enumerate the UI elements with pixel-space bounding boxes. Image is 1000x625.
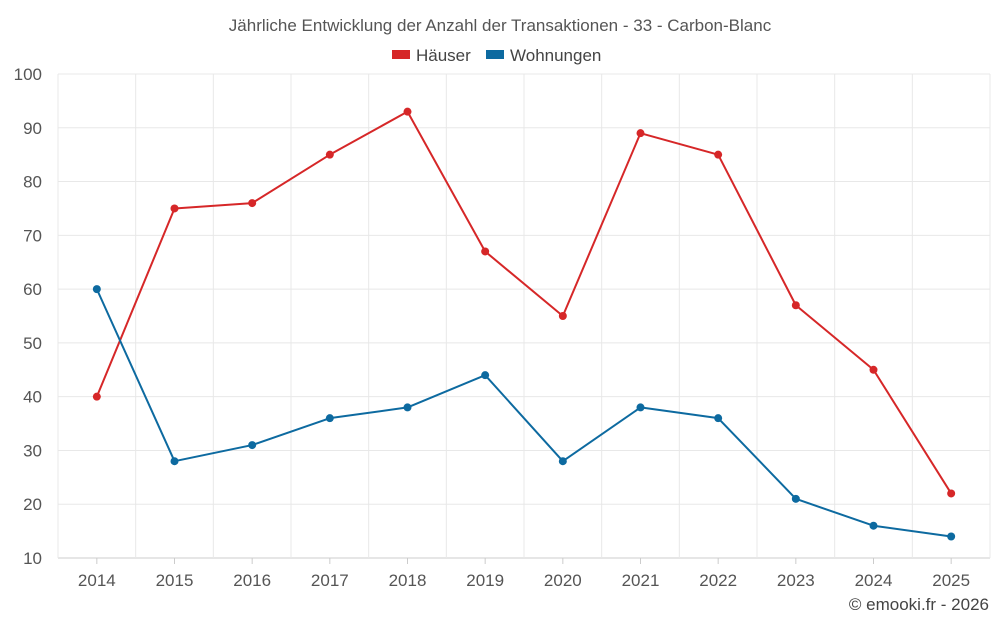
x-tick-label: 2025 — [932, 571, 970, 590]
data-point-hauser[interactable] — [248, 199, 257, 208]
y-tick-label: 10 — [23, 549, 42, 568]
data-point-hauser[interactable] — [92, 392, 101, 401]
credit-text[interactable]: © emooki.fr - 2026 — [849, 595, 989, 614]
x-tick-label: 2021 — [622, 571, 660, 590]
x-tick-label: 2022 — [699, 571, 737, 590]
data-point-hauser[interactable] — [403, 107, 412, 116]
y-tick-label: 90 — [23, 119, 42, 138]
data-point-wohnungen[interactable] — [170, 457, 179, 466]
y-tick-label: 50 — [23, 334, 42, 353]
x-tick-label: 2023 — [777, 571, 815, 590]
y-tick-label: 70 — [23, 226, 42, 245]
data-point-hauser[interactable] — [636, 129, 645, 138]
x-tick-label: 2015 — [156, 571, 194, 590]
x-tick-label: 2019 — [466, 571, 504, 590]
y-axis-ticks: 10 20 30 40 50 60 70 80 90 100 — [14, 65, 42, 568]
data-point-wohnungen[interactable] — [947, 532, 956, 541]
legend-swatch-hauser — [392, 50, 410, 59]
data-point-hauser[interactable] — [947, 489, 956, 498]
grid — [57, 73, 991, 559]
y-tick-label: 40 — [23, 388, 42, 407]
data-point-wohnungen[interactable] — [481, 371, 490, 380]
data-point-wohnungen[interactable] — [636, 403, 645, 412]
y-tick-label: 80 — [23, 173, 42, 192]
x-tick-label: 2014 — [78, 571, 116, 590]
chart-title: Jährliche Entwicklung der Anzahl der Tra… — [229, 16, 772, 35]
data-point-wohnungen[interactable] — [558, 457, 567, 466]
y-tick-label: 30 — [23, 441, 42, 460]
data-point-wohnungen[interactable] — [92, 285, 101, 294]
data-point-hauser[interactable] — [869, 365, 878, 374]
data-point-hauser[interactable] — [791, 301, 800, 310]
data-point-hauser[interactable] — [325, 150, 334, 159]
data-point-wohnungen[interactable] — [248, 441, 257, 450]
data-point-wohnungen[interactable] — [791, 494, 800, 503]
data-point-hauser[interactable] — [170, 204, 179, 213]
legend-label-hauser[interactable]: Häuser — [416, 46, 471, 65]
data-point-wohnungen[interactable] — [325, 414, 334, 423]
legend[interactable]: Häuser Wohnungen — [392, 46, 601, 65]
x-tick-label: 2020 — [544, 571, 582, 590]
y-tick-label: 20 — [23, 495, 42, 514]
series-points[interactable] — [92, 107, 956, 541]
data-point-wohnungen[interactable] — [403, 403, 412, 412]
series-lines — [95, 110, 953, 538]
x-tick-label: 2016 — [233, 571, 271, 590]
x-tick-label: 2017 — [311, 571, 349, 590]
data-point-hauser[interactable] — [481, 247, 490, 256]
data-point-hauser[interactable] — [714, 150, 723, 159]
data-point-wohnungen[interactable] — [714, 414, 723, 423]
y-tick-label: 100 — [14, 65, 42, 84]
series-line-hauser — [95, 110, 953, 494]
series-line-wohnungen — [95, 288, 952, 538]
legend-label-wohnungen[interactable]: Wohnungen — [510, 46, 601, 65]
x-tick-label: 2018 — [389, 571, 427, 590]
x-axis-ticks: 2014 2015 2016 2017 2018 2019 2020 2021 2022 2023… — [78, 558, 970, 590]
data-point-hauser[interactable] — [558, 312, 567, 320]
y-tick-label: 60 — [23, 280, 42, 299]
legend-swatch-wohnungen — [486, 50, 504, 59]
data-point-wohnungen[interactable] — [869, 521, 878, 530]
x-tick-label: 2024 — [855, 571, 893, 590]
